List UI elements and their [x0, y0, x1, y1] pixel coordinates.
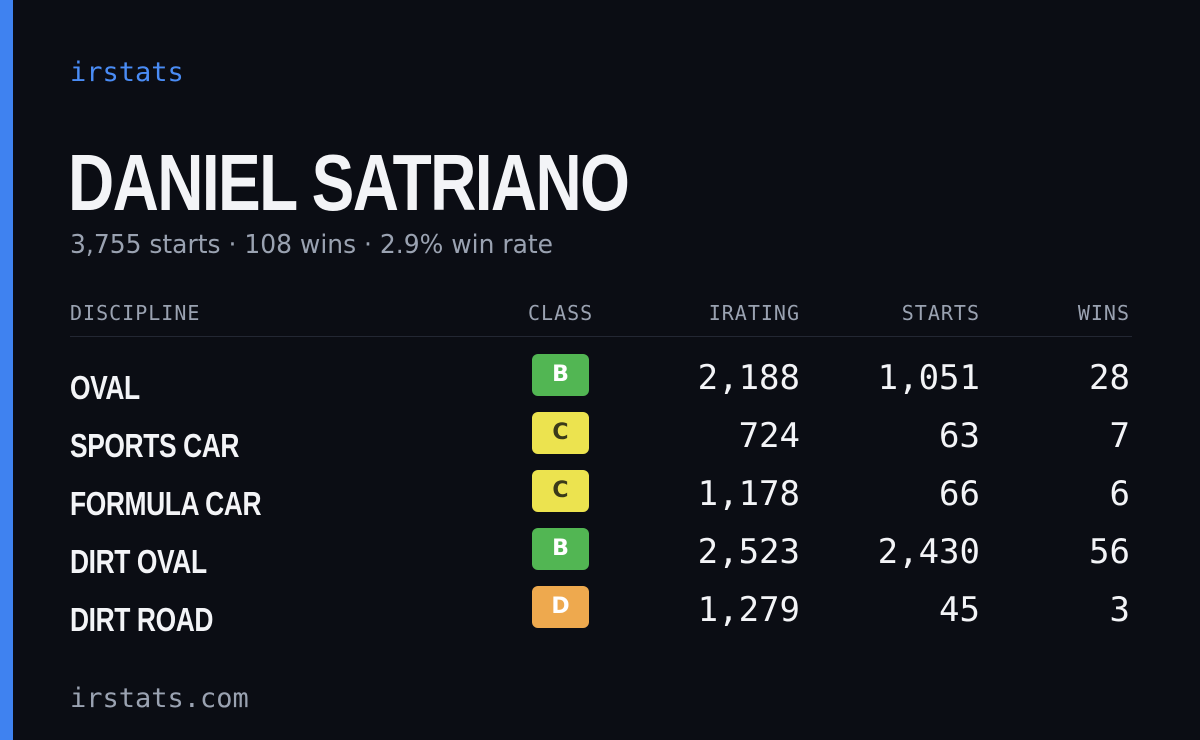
class-badge: B — [532, 354, 589, 396]
brand-logo-text: irstats — [70, 57, 184, 88]
table-row: OVAL B 2,188 1,051 28 — [70, 354, 1132, 406]
row-discipline: DIRT ROAD — [70, 601, 214, 638]
row-wins: 6 — [1109, 474, 1130, 514]
header-wins: WINS — [1077, 301, 1130, 325]
row-irating: 724 — [738, 416, 800, 456]
header-starts: STARTS — [901, 301, 980, 325]
row-starts: 2,430 — [877, 532, 980, 572]
class-badge: C — [532, 412, 589, 454]
driver-name: DANIEL SATRIANO — [68, 138, 630, 227]
class-badge: C — [532, 470, 589, 512]
table-row: DIRT OVAL B 2,523 2,430 56 — [70, 528, 1132, 580]
header-discipline: DISCIPLINE — [70, 301, 201, 325]
class-badge: B — [532, 528, 589, 570]
row-wins: 28 — [1089, 358, 1130, 398]
row-discipline: DIRT OVAL — [70, 543, 207, 580]
row-discipline: SPORTS CAR — [70, 427, 240, 464]
class-badge: D — [532, 586, 589, 628]
row-irating: 2,188 — [697, 358, 800, 398]
table-row: FORMULA CAR C 1,178 66 6 — [70, 470, 1132, 522]
accent-bar — [0, 0, 13, 740]
driver-summary: 3,755 starts · 108 wins · 2.9% win rate — [70, 230, 554, 260]
row-starts: 63 — [939, 416, 980, 456]
row-wins: 7 — [1109, 416, 1130, 456]
footer-url: irstats.com — [70, 683, 249, 714]
row-wins: 56 — [1089, 532, 1130, 572]
table-row: DIRT ROAD D 1,279 45 3 — [70, 586, 1132, 638]
row-irating: 1,279 — [697, 590, 800, 630]
row-starts: 66 — [939, 474, 980, 514]
row-starts: 45 — [939, 590, 980, 630]
table-row: SPORTS CAR C 724 63 7 — [70, 412, 1132, 464]
row-irating: 1,178 — [697, 474, 800, 514]
row-irating: 2,523 — [697, 532, 800, 572]
header-irating: IRATING — [708, 301, 800, 325]
row-starts: 1,051 — [877, 358, 980, 398]
header-class: CLASS — [528, 301, 594, 325]
stats-table: DISCIPLINE CLASS IRATING STARTS WINS OVA… — [70, 298, 1132, 638]
row-discipline: FORMULA CAR — [70, 485, 262, 522]
row-wins: 3 — [1109, 590, 1130, 630]
row-discipline: OVAL — [70, 369, 140, 406]
table-header: DISCIPLINE CLASS IRATING STARTS WINS — [70, 298, 1132, 337]
